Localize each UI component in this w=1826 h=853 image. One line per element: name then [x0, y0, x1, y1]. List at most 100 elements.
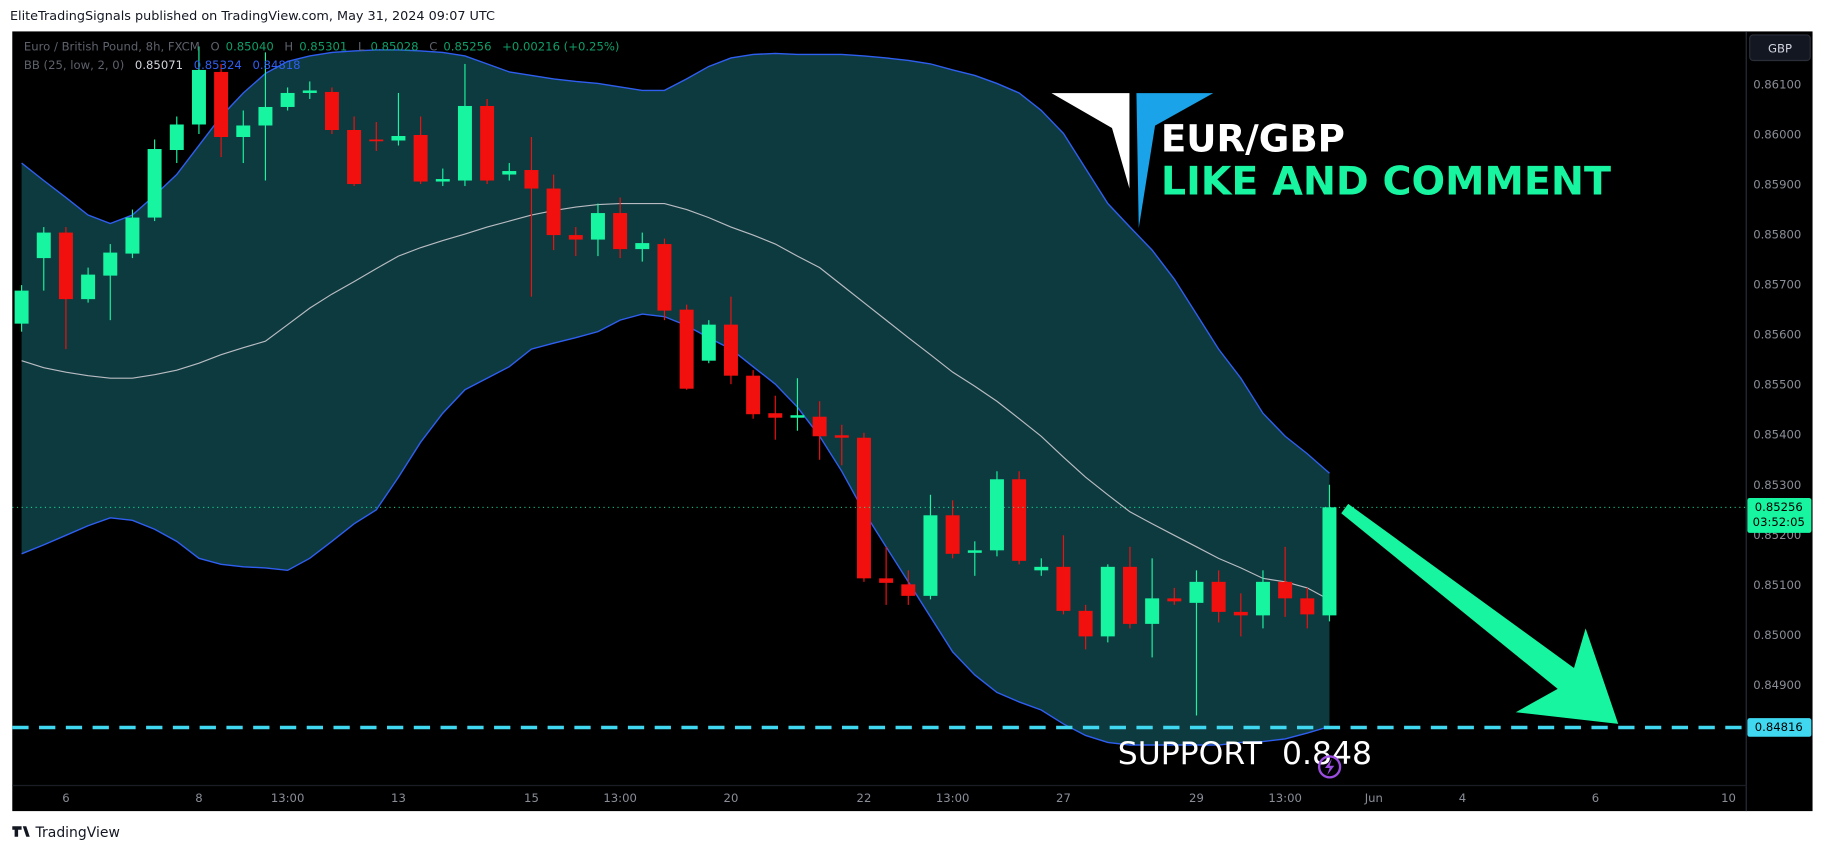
x-tick-label: 27	[1056, 791, 1071, 805]
symbol-annotation: EUR/GBP	[1161, 116, 1345, 160]
brand-logo	[12, 826, 30, 837]
y-tick-label: 0.84900	[1753, 678, 1801, 692]
brand-text: TradingView	[35, 825, 120, 841]
legend-high: 0.85301	[299, 39, 347, 53]
candle-body	[967, 550, 982, 553]
candle-body	[1233, 611, 1248, 616]
candle-body	[302, 90, 317, 93]
plot-area: 0.849000.850000.851000.852000.853000.854…	[12, 46, 1812, 805]
support-annotation: SUPPORT 0.848	[1118, 736, 1372, 772]
candle-body	[1078, 610, 1093, 637]
y-tick-label: 0.85900	[1753, 178, 1801, 192]
candle-body	[746, 375, 761, 415]
candle-body	[36, 232, 51, 259]
candle-body	[435, 179, 450, 182]
candle-body	[790, 415, 805, 418]
candle-body	[1056, 566, 1071, 611]
candle-body	[236, 125, 251, 138]
legend-open: 0.85040	[226, 39, 274, 53]
band-fill	[21, 49, 1330, 745]
indicator-label: BB (25, low, 2, 0)	[24, 58, 124, 72]
currency-button[interactable]	[1749, 34, 1811, 62]
candle-body	[856, 437, 871, 579]
x-tick-label: 8	[195, 791, 202, 805]
legend-open-label: O	[210, 39, 219, 53]
candle-body	[923, 515, 938, 596]
publish-header: EliteTradingSignals published on Trading…	[10, 9, 495, 24]
candle-body	[812, 416, 827, 437]
candle-body	[81, 274, 96, 300]
candle-body	[1145, 598, 1160, 624]
candle-body	[901, 584, 916, 596]
candle-body	[701, 324, 716, 361]
alert-bolt	[1324, 758, 1335, 776]
alert-icon	[1317, 755, 1342, 779]
candle-body	[103, 252, 118, 276]
y-tick-label: 0.85500	[1753, 378, 1801, 392]
candle-body	[834, 435, 849, 438]
legend-indicator: BB (25, low, 2, 0) 0.85071 0.85324 0.848…	[24, 58, 301, 72]
candle-body	[1255, 581, 1270, 616]
logo-white	[1051, 93, 1130, 189]
candle-body	[413, 135, 428, 182]
indicator-lower: 0.84818	[252, 58, 300, 72]
x-tick-label: 13:00	[271, 791, 305, 805]
y-tick-label: 0.86000	[1753, 128, 1801, 142]
indicator-basis: 0.85071	[135, 58, 183, 72]
x-tick-label: 6	[1592, 791, 1599, 805]
x-tick-label: 13:00	[936, 791, 970, 805]
band-upper	[21, 49, 1330, 474]
y-tick-label: 0.85300	[1753, 478, 1801, 492]
candle-body	[1278, 581, 1293, 599]
candle-body	[613, 213, 628, 250]
candle-body	[502, 171, 517, 175]
support-price-box	[1747, 718, 1812, 737]
candle-body	[369, 139, 384, 142]
band-basis	[21, 202, 1330, 601]
candle-body	[657, 244, 672, 311]
band-lower	[21, 313, 1330, 746]
countdown-label: 03:52:05	[1753, 515, 1805, 529]
candle-body	[723, 324, 738, 376]
candle-body	[524, 170, 539, 189]
candle-body	[546, 188, 561, 236]
candle-body	[480, 105, 495, 181]
y-tick-label: 0.85600	[1753, 328, 1801, 342]
currency-label[interactable]: GBP	[1768, 41, 1792, 55]
x-tick-label: 13	[391, 791, 406, 805]
candle-body	[879, 578, 894, 583]
x-tick-label: 4	[1459, 791, 1466, 805]
candle-body	[258, 106, 273, 126]
candle-body	[169, 124, 184, 151]
x-tick-label: 10	[1721, 791, 1736, 805]
y-tick-label: 0.85100	[1753, 578, 1801, 592]
overlay: EUR/GBP LIKE AND COMMENT SUPPORT 0.848	[1051, 93, 1619, 779]
x-tick-label: Jun	[1364, 791, 1383, 805]
down-arrow	[1341, 503, 1619, 724]
candle-body	[280, 92, 295, 107]
candle-body	[635, 243, 650, 250]
legend-symbol: Euro / British Pound, 8h, FXCM	[24, 39, 200, 53]
x-tick-label: 6	[62, 791, 69, 805]
y-tick-label: 0.86100	[1753, 77, 1801, 91]
y-tick-label: 0.85000	[1753, 628, 1801, 642]
x-tick-label: 29	[1189, 791, 1204, 805]
indicator-upper: 0.85324	[194, 58, 242, 72]
candle-body	[1034, 566, 1049, 571]
candle-body	[1211, 581, 1226, 612]
candle-body	[568, 235, 583, 240]
candle-body	[1100, 566, 1115, 637]
candle-body	[457, 105, 472, 181]
candle-body	[1012, 479, 1027, 561]
x-tick-label: 15	[524, 791, 539, 805]
candle-body	[1122, 566, 1137, 624]
candle-body	[679, 309, 694, 389]
candle-body	[147, 149, 162, 218]
x-tick-label: 20	[724, 791, 739, 805]
candle-body	[391, 136, 406, 141]
candle-body	[989, 479, 1004, 551]
candle-body	[1167, 598, 1182, 602]
candle-body	[1189, 581, 1204, 603]
candle-body	[1322, 507, 1337, 616]
